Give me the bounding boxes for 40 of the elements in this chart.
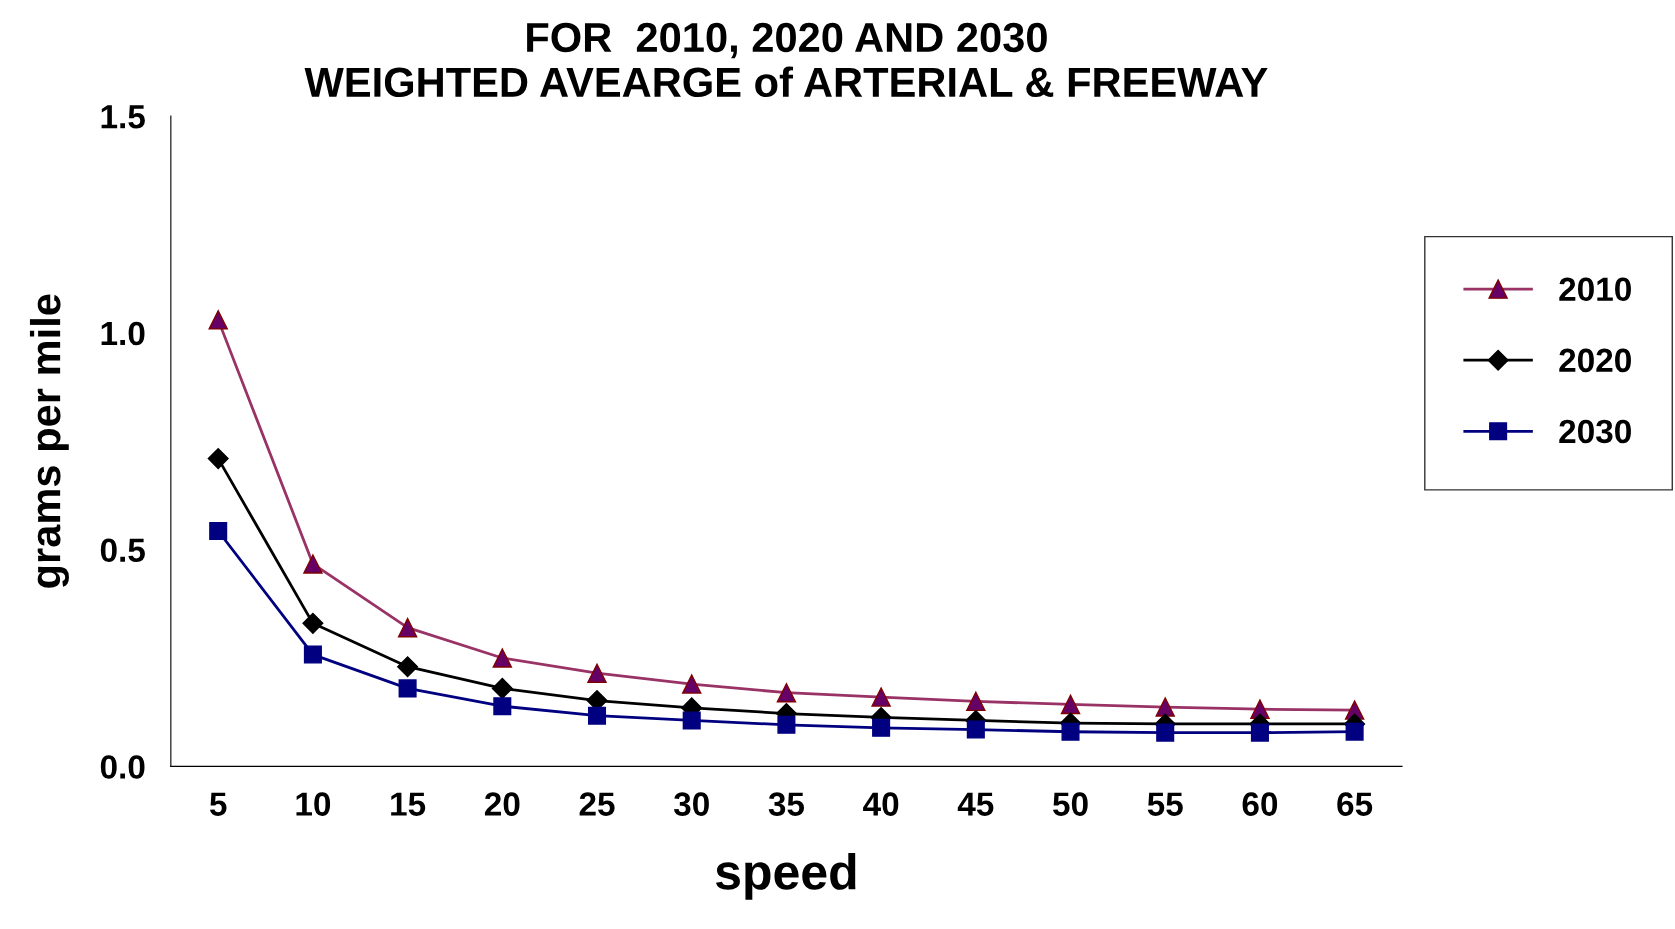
- y-tick-label: 0.0: [100, 755, 145, 779]
- x-tick-label: 35: [768, 792, 805, 816]
- point: [1250, 723, 1269, 742]
- point: [1156, 723, 1175, 742]
- chart-title: FOR 2010, 2020 AND 2030 WEIGHTED AVEARGE of ARTERIAL & FREEWAY: [304, 22, 1268, 98]
- x-tick-label: 25: [579, 792, 615, 816]
- point: [209, 521, 228, 541]
- x-tick-label: 20: [484, 792, 520, 816]
- point: [303, 645, 322, 664]
- y-tick-label: 1.0: [101, 321, 145, 346]
- point: [777, 715, 796, 734]
- point: [966, 720, 985, 739]
- x-tick-label: 50: [1053, 792, 1088, 816]
- x-tick-label: 55: [1147, 792, 1183, 816]
- x-tick-label: 45: [957, 792, 994, 816]
- point: [493, 697, 512, 716]
- point: [398, 679, 417, 698]
- point: [302, 612, 324, 634]
- legend-label: 2010: [1559, 277, 1631, 302]
- x-tick-label: 30: [673, 792, 709, 816]
- y-tick-label: 0.5: [100, 538, 145, 563]
- point: [1061, 722, 1080, 741]
- point: [587, 706, 607, 725]
- x-axis-title: speed: [715, 853, 856, 900]
- x-tick-label: 65: [1337, 792, 1373, 816]
- point: [397, 656, 419, 678]
- point: [207, 448, 229, 470]
- x-tick-label: 15: [391, 792, 426, 816]
- x-tick-label: 60: [1242, 792, 1278, 816]
- y-axis-title: grams per mile: [29, 294, 69, 588]
- x-tick-label: 40: [863, 792, 899, 816]
- point: [682, 711, 701, 730]
- point: [872, 718, 891, 737]
- point: [491, 677, 513, 699]
- legend-label: 2030: [1559, 419, 1631, 444]
- x-tick-label: 5: [209, 792, 227, 816]
- x-tick-label: 10: [296, 792, 331, 816]
- point: [1345, 722, 1364, 741]
- legend-label: 2020: [1559, 348, 1631, 373]
- y-tick-label: 1.5: [101, 105, 145, 129]
